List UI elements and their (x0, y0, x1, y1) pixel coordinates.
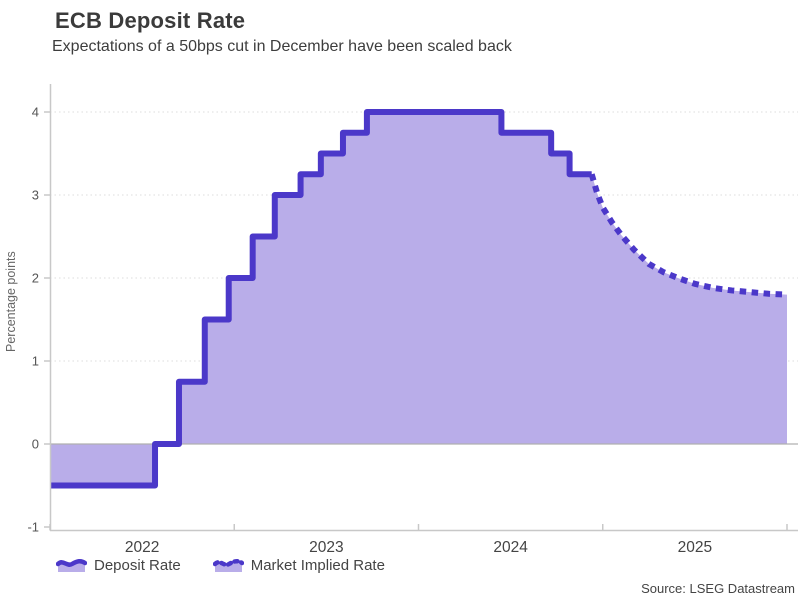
market-implied-rate-line (588, 173, 788, 298)
source-credit: Source: LSEG Datastream (641, 581, 795, 596)
x-year-label: 2024 (493, 539, 528, 556)
rate-area-fill (50, 112, 787, 486)
y-axis-label: Percentage points (4, 251, 18, 353)
deposit-rate-line-icon (56, 558, 87, 572)
x-year-label: 2022 (125, 539, 159, 556)
chart-legend: Deposit Rate Market Implied Rate (56, 556, 385, 574)
legend-label-market-implied-rate: Market Implied Rate (250, 556, 385, 574)
legend-label-deposit-rate: Deposit Rate (94, 556, 181, 574)
chart-subtitle: Expectations of a 50bps cut in December … (52, 38, 512, 55)
x-year-label: 2025 (678, 539, 712, 556)
deposit-rate-line (50, 109, 592, 489)
legend-item-deposit-rate: Deposit Rate (56, 556, 181, 574)
legend-item-market-implied-rate: Market Implied Rate (212, 556, 385, 574)
y-tick-label: 3 (32, 188, 39, 203)
y-tick-label: 2 (32, 271, 39, 286)
x-year-label: 2023 (309, 539, 343, 556)
page-title: ECB Deposit Rate (55, 8, 246, 33)
y-tick-label: 4 (32, 105, 39, 120)
y-tick-label: 1 (32, 354, 39, 369)
y-tick-label: 0 (32, 437, 39, 452)
y-tick-label: -1 (27, 520, 39, 535)
market-implied-rate-dotted-icon (212, 558, 244, 572)
